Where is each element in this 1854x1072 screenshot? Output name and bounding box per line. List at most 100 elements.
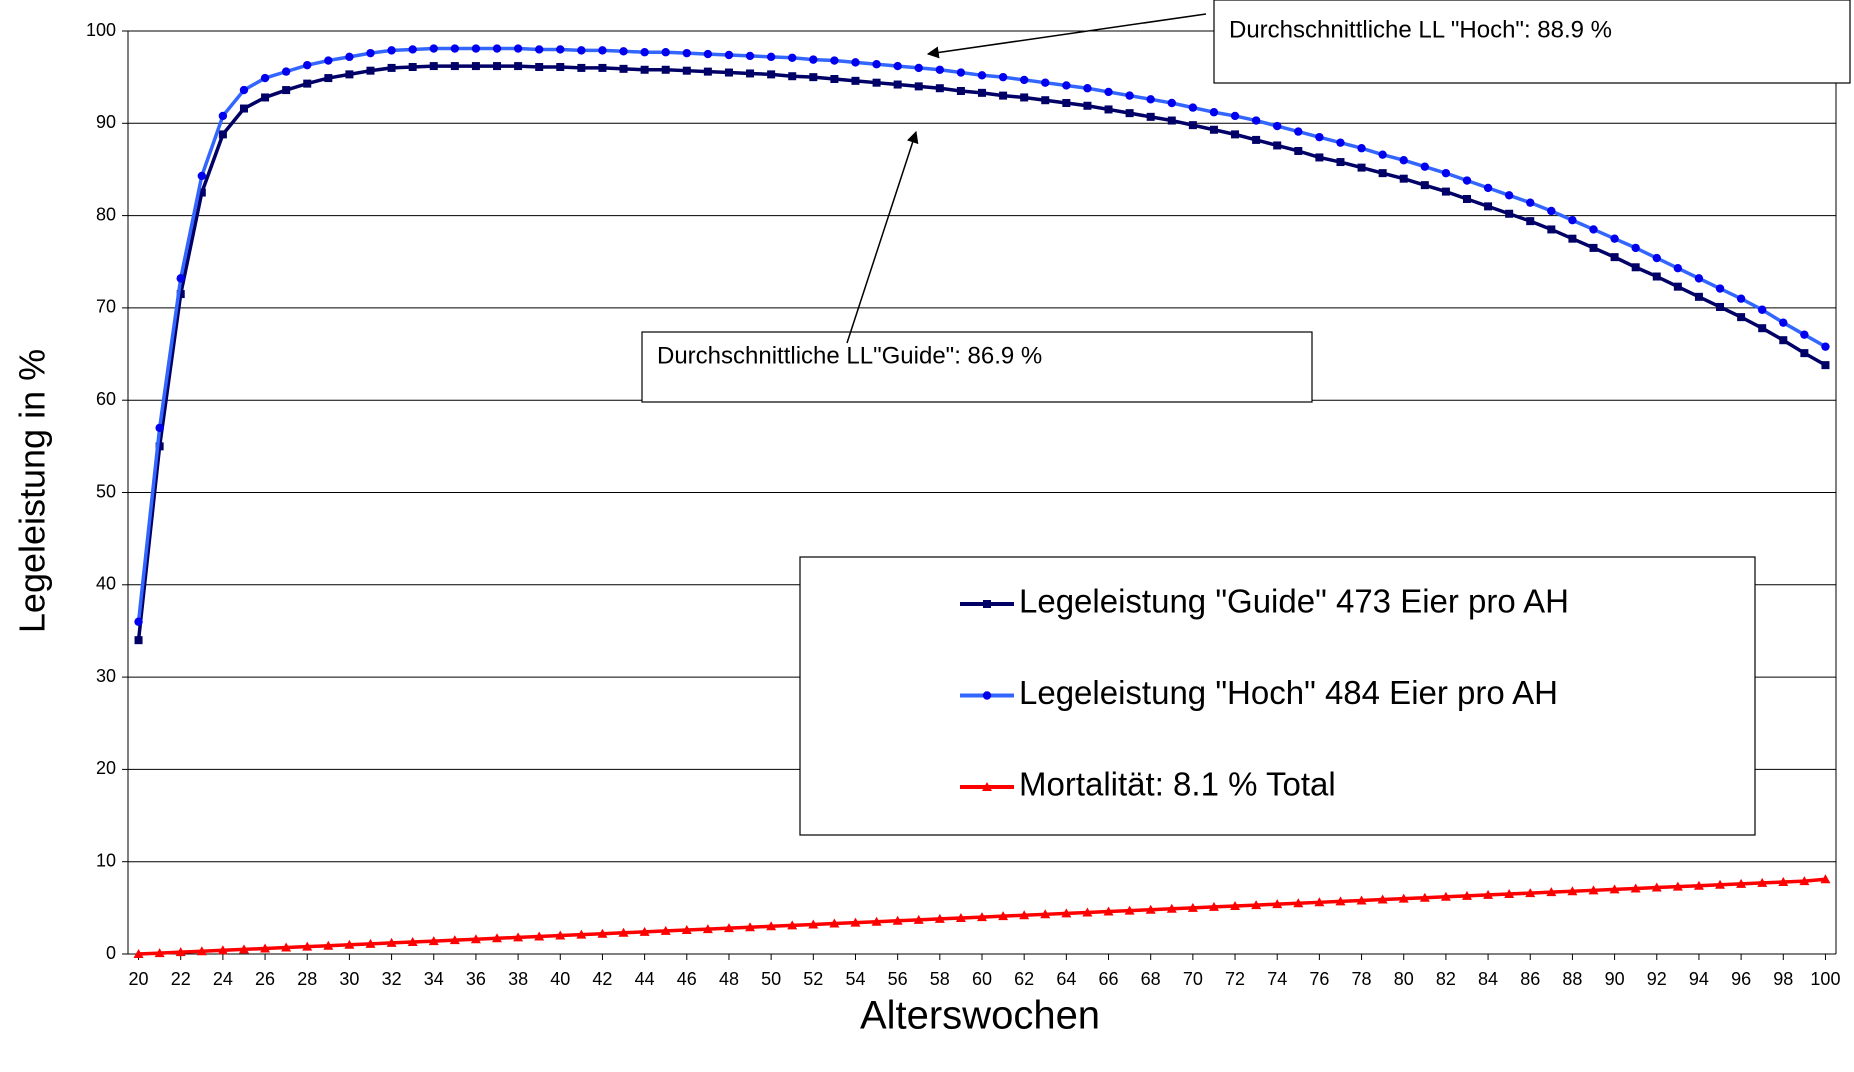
marker: [1757, 305, 1767, 314]
marker: [196, 946, 207, 956]
marker: [1483, 889, 1494, 899]
annotation-text: Durchschnittliche LL "Hoch": 88.9 %: [1229, 16, 1612, 43]
marker: [829, 918, 840, 928]
marker: [1293, 898, 1304, 908]
x-tick-label: 70: [1183, 969, 1203, 989]
marker: [1526, 198, 1535, 207]
marker: [1272, 899, 1283, 909]
marker: [1040, 909, 1051, 919]
marker: [1547, 225, 1556, 234]
annotation-box: [1213, 0, 1851, 84]
marker: [830, 56, 839, 65]
marker: [998, 72, 1008, 82]
marker: [935, 65, 945, 74]
x-tick-label: 84: [1478, 969, 1498, 989]
marker: [1462, 194, 1471, 203]
marker: [1167, 98, 1176, 108]
marker: [218, 130, 227, 139]
x-tick-label: 90: [1605, 969, 1625, 989]
marker: [534, 45, 544, 54]
x-tick-label: 46: [677, 969, 697, 989]
marker: [176, 274, 185, 283]
marker: [1800, 330, 1809, 339]
marker: [1589, 225, 1598, 234]
marker: [1588, 885, 1599, 895]
marker: [1104, 87, 1113, 97]
x-tick-label: 20: [129, 969, 149, 989]
x-tick-label: 74: [1267, 969, 1287, 989]
marker: [1799, 876, 1810, 886]
marker: [745, 51, 755, 61]
marker: [1546, 887, 1557, 897]
marker: [1019, 910, 1030, 920]
y-tick-label: 60: [96, 389, 116, 409]
marker: [788, 72, 797, 81]
x-tick-label: 88: [1562, 969, 1582, 989]
marker: [471, 62, 480, 71]
marker: [365, 938, 376, 948]
marker: [977, 71, 987, 80]
marker: [1251, 116, 1261, 125]
marker: [660, 925, 671, 935]
x-tick-label: 100: [1810, 969, 1840, 989]
marker: [324, 56, 333, 65]
marker: [766, 921, 777, 931]
marker: [493, 62, 502, 71]
x-tick-label: 26: [255, 969, 275, 989]
marker: [555, 930, 566, 940]
marker: [1547, 206, 1556, 216]
marker: [955, 913, 966, 923]
marker: [366, 48, 375, 58]
marker: [1609, 884, 1620, 894]
marker: [282, 86, 291, 95]
marker: [1694, 292, 1703, 301]
marker: [1779, 336, 1788, 345]
marker: [703, 67, 712, 76]
marker: [1441, 168, 1451, 178]
marker: [1778, 877, 1789, 887]
annotation-arrow: [846, 130, 919, 344]
marker: [176, 290, 185, 299]
marker: [597, 928, 608, 938]
marker: [1757, 877, 1768, 887]
marker: [619, 47, 628, 56]
x-tick-label: 78: [1352, 969, 1372, 989]
marker: [914, 82, 923, 91]
marker: [1673, 264, 1683, 273]
annotation-text: Durchschnittliche LL"Guide": 86.9 %: [657, 342, 1042, 369]
marker: [619, 64, 628, 73]
x-tick-label: 86: [1520, 969, 1540, 989]
marker: [1166, 903, 1177, 913]
marker: [323, 940, 334, 950]
marker: [1716, 302, 1725, 311]
marker: [408, 62, 417, 71]
x-tick-label: 60: [972, 969, 992, 989]
marker: [217, 945, 228, 955]
x-tick-label: 22: [171, 969, 191, 989]
marker: [1610, 234, 1619, 243]
marker: [1526, 217, 1535, 226]
marker: [218, 111, 228, 121]
marker: [1504, 889, 1515, 899]
marker: [345, 52, 354, 62]
marker: [1062, 81, 1071, 90]
marker: [514, 62, 523, 71]
legend-label: Mortalität: 8.1 % Total: [1019, 766, 1336, 803]
x-tick-label: 54: [845, 969, 865, 989]
marker: [238, 944, 249, 954]
marker: [1146, 112, 1155, 121]
marker: [470, 934, 481, 944]
marker: [682, 66, 691, 75]
marker: [471, 44, 481, 53]
x-tick-label: 76: [1309, 969, 1329, 989]
marker: [155, 423, 164, 433]
x-tick-label: 98: [1773, 969, 1793, 989]
marker: [618, 927, 629, 937]
marker: [956, 68, 966, 77]
marker: [1124, 905, 1135, 915]
y-tick-label: 80: [96, 204, 116, 224]
legend-box: [799, 556, 1756, 836]
x-axis-title: Alterswochen: [860, 994, 1100, 1038]
marker: [913, 914, 924, 924]
